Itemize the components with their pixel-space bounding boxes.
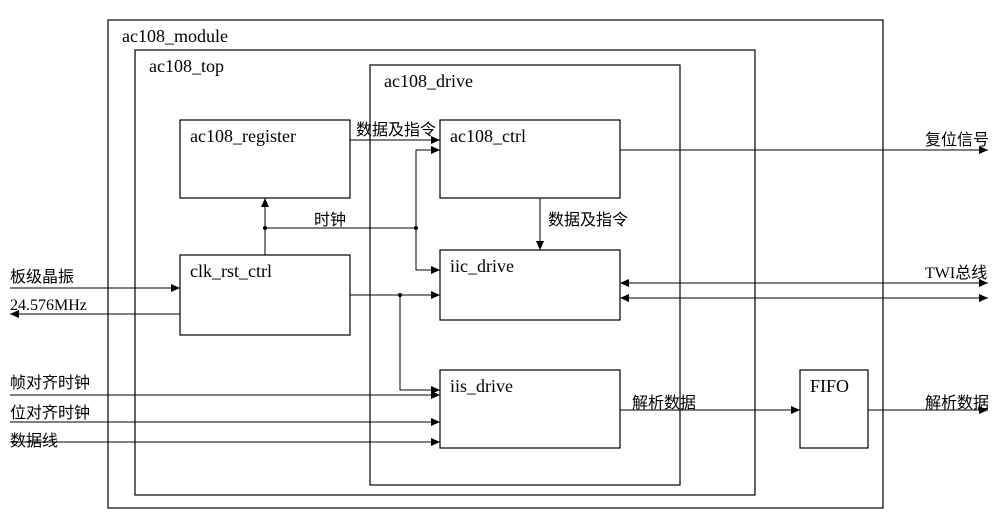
arrowhead-icon xyxy=(979,294,988,302)
label-twi_bus: TWI总线 xyxy=(925,264,987,282)
label-parse_2: 解析数据 xyxy=(925,394,989,412)
label-bit_clk: 位对齐时钟 xyxy=(10,404,90,422)
label-data_cmd_2: 数据及指令 xyxy=(548,211,628,229)
junction-dot-1 xyxy=(414,226,418,230)
box-iic-label: iic_drive xyxy=(450,256,514,276)
box-module-label: ac108_module xyxy=(122,26,228,46)
box-iis-label: iis_drive xyxy=(450,376,513,396)
box-top-label: ac108_top xyxy=(149,56,224,76)
box-ctrl-label: ac108_ctrl xyxy=(450,126,526,146)
label-clock: 时钟 xyxy=(314,211,346,229)
label-data_cmd_1: 数据及指令 xyxy=(356,121,436,139)
label-parse_1: 解析数据 xyxy=(632,394,696,412)
box-clk-label: clk_rst_ctrl xyxy=(190,261,272,281)
label-frame_clk: 帧对齐时钟 xyxy=(10,374,90,392)
label-mhz: 24.576MHz xyxy=(10,297,87,314)
box-fifo-label: FIFO xyxy=(810,376,849,396)
junction-dot-2 xyxy=(398,293,402,297)
label-data_line: 数据线 xyxy=(10,432,58,450)
block-diagram-canvas: ac108_module ac108_top ac108_drive ac108_re… xyxy=(0,0,1000,520)
label-reset_sig: 复位信号 xyxy=(925,131,989,149)
box-register-label: ac108_register xyxy=(190,126,296,146)
junction-dot-0 xyxy=(263,226,267,230)
box-drive-label: ac108_drive xyxy=(384,71,473,91)
label-board_osc: 板级晶振 xyxy=(10,268,74,286)
